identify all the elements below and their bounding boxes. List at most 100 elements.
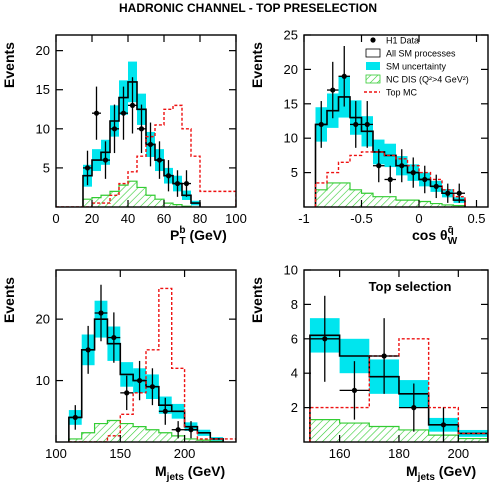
data-point: [440, 422, 447, 428]
x-tick-label: -1: [298, 211, 310, 226]
legend-label-top-mc: Top MC: [386, 88, 418, 98]
y-tick-label: 15: [284, 96, 298, 111]
x-tick-label: 80: [193, 211, 207, 226]
plot-area: [309, 295, 488, 442]
legend-label-sm-unc: SM uncertainty: [386, 62, 447, 72]
x-tick-label: 100: [45, 446, 67, 461]
nc-dis-histogram: [82, 180, 200, 207]
data-point: [433, 183, 439, 189]
data-point: [445, 190, 451, 196]
legend-marker-data: [370, 37, 376, 43]
y-tick-label: 10: [284, 131, 298, 146]
y-tick-label: 10: [284, 263, 298, 278]
plot-frame: [55, 34, 237, 208]
y-tick-label: 15: [36, 82, 50, 97]
panel-bottom-right: 160 180 200 2 4 6 8 10 Events: [249, 263, 489, 461]
data-point: [84, 165, 91, 171]
data-point: [156, 157, 163, 163]
data-point: [364, 121, 370, 128]
x-tick-label: 180: [388, 446, 410, 461]
data-point: [381, 353, 387, 359]
data-point: [93, 110, 100, 116]
legend-marker-band: [366, 62, 380, 70]
x-tick-label: 160: [329, 446, 351, 461]
plot-area: [56, 61, 236, 207]
nc-dis-histogram: [68, 419, 224, 442]
sm-total-histogram: [314, 96, 466, 207]
plot-frame: [303, 34, 489, 208]
data-point: [85, 347, 91, 353]
inset-title: Top selection: [369, 279, 452, 294]
x-axis-label: Mjets (GeV): [406, 463, 476, 483]
data-point: [147, 141, 154, 148]
legend: H1 Data All SM processes SM uncertainty NC …: [364, 36, 469, 98]
x-tick-label: 200: [174, 446, 196, 461]
data-point: [124, 390, 130, 396]
legend-marker-sm: [365, 48, 381, 58]
x-tick-label: 60: [157, 211, 171, 226]
data-point: [72, 414, 78, 421]
data-point: [318, 121, 324, 128]
y-tick-label: 20: [284, 62, 298, 77]
y-tick-label: 2: [291, 400, 298, 415]
x-tick-label: -0.5: [350, 211, 372, 226]
y-axis-label: Events: [1, 277, 17, 323]
data-point: [129, 102, 136, 108]
y-axis-label: Events: [249, 42, 265, 88]
data-point: [422, 176, 428, 183]
plot-frame: [303, 269, 489, 443]
data-point: [351, 387, 358, 393]
data-point: [399, 163, 405, 169]
legend-label-nc-dis: NC DIS (Q²>4 GeV²): [386, 75, 469, 85]
data-point: [322, 336, 328, 342]
data-point: [111, 334, 117, 341]
panel-top-right: -1 -0.5 0 0.5 5 10 15 20 25 Events: [249, 28, 489, 226]
legend-label-all-sm: All SM processes: [386, 49, 456, 59]
data-point: [136, 377, 143, 384]
y-tick-label: 5: [291, 165, 298, 180]
data-point: [174, 180, 181, 187]
x-tick-label: 0.5: [467, 211, 485, 226]
panel-top-left: 0 20 40 60 80 100 5 10 15 20 Events: [1, 34, 247, 226]
data-point: [120, 110, 127, 116]
data-point: [149, 384, 156, 390]
x-axis-label: cos θq̄ W: [412, 225, 458, 247]
data-point: [376, 163, 382, 169]
y-tick-label: 6: [291, 331, 298, 346]
plot-area: [314, 46, 466, 207]
y-tick-label: 8: [291, 297, 298, 312]
x-tick-label: 100: [225, 211, 247, 226]
data-point: [410, 170, 416, 176]
data-point: [387, 176, 393, 183]
y-axis-label: Events: [249, 277, 265, 323]
x-tick-label: 40: [121, 211, 135, 226]
data-point: [98, 310, 104, 316]
x-axis-label: Pb T (GeV): [170, 225, 227, 247]
legend-label-h1-data: H1 Data: [386, 36, 419, 46]
nc-dis-histogram: [314, 182, 466, 207]
data-point: [330, 87, 336, 93]
y-tick-label: 10: [36, 121, 50, 136]
panel-bottom-left: 100 150 200 10 20 Events: [1, 269, 237, 461]
data-point: [456, 190, 462, 196]
data-point: [353, 121, 359, 128]
data-point: [183, 180, 190, 187]
y-tick-label: 25: [284, 28, 298, 43]
y-tick-label: 5: [43, 160, 50, 175]
y-tick-label: 20: [36, 312, 50, 327]
legend-marker-nc-dis: [365, 74, 381, 84]
x-tick-label: 20: [85, 211, 99, 226]
plot-area: [68, 284, 236, 442]
x-tick-label: 0: [415, 211, 422, 226]
data-point: [175, 427, 181, 433]
x-tick-label: 150: [109, 446, 131, 461]
top-mc-histogram: [309, 338, 488, 442]
data-point: [111, 126, 118, 132]
data-point: [188, 427, 194, 433]
x-axis-label: Mjets (GeV): [155, 463, 225, 483]
y-tick-label: 10: [36, 373, 50, 388]
plot-frame: [55, 269, 237, 443]
y-tick-label: 20: [36, 43, 50, 58]
figure-title: HADRONIC CHANNEL - TOP PRESELECTION: [119, 1, 377, 15]
